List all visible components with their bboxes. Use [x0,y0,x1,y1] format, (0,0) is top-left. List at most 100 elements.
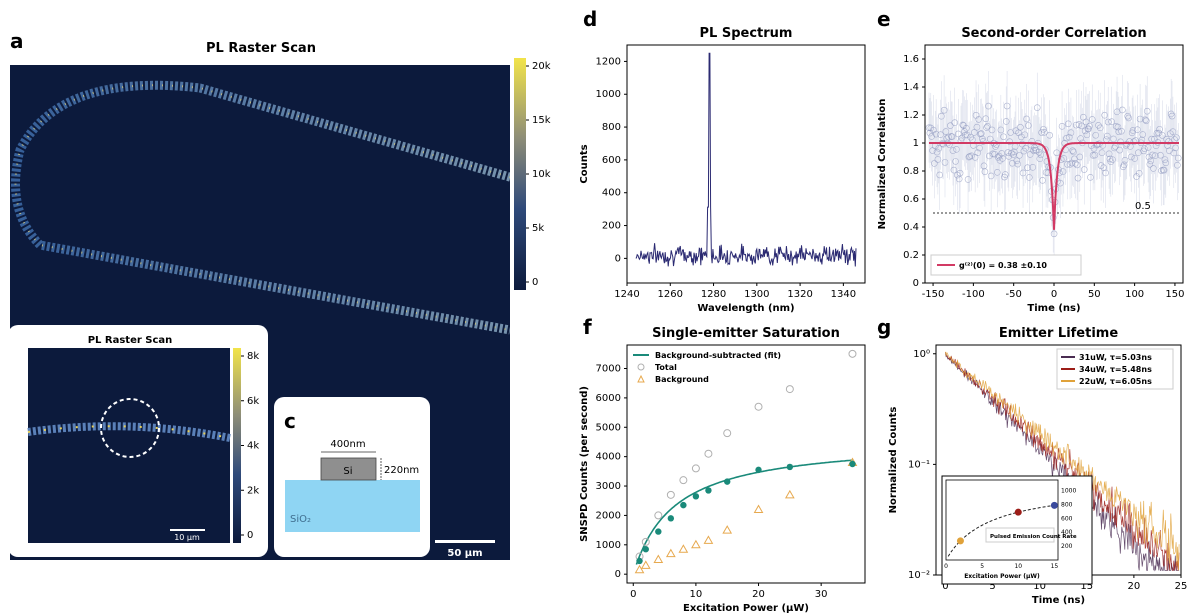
y-tick-label: 6000 [596,393,621,404]
inset-x-tick-label: 15 [1051,563,1059,570]
inset-b-hotspots [27,425,231,439]
x-tick-label: 1240 [614,289,639,300]
y-tick-label: 0.6 [903,194,919,205]
x-tick-label: 1340 [831,289,856,300]
data-point [1145,153,1153,161]
data-point [949,147,957,154]
data-point [935,145,943,152]
colorbar-tick-label: 8k [247,351,259,362]
data-point [1102,169,1109,177]
y-tick-label: 0.8 [903,166,919,177]
y-tick-label: 1.4 [903,82,919,93]
y-tick-label: 1.2 [903,110,919,121]
data-point [1136,115,1144,123]
data-point [1041,129,1048,136]
emitter-circle [100,398,160,458]
data-point [977,130,984,138]
x-tick-label: 20 [752,589,765,600]
x-tick-label: 1300 [744,289,769,300]
data-point [1115,128,1123,136]
inset-highlight-point [956,537,964,545]
data-point [1026,151,1034,158]
data-point [1116,146,1124,154]
silicon-waveguide [320,457,377,481]
data-point [1108,118,1116,125]
correlation-points [925,71,1182,269]
legend-box [930,254,1082,276]
x-tick-label: 10 [1033,581,1046,592]
chart-emitter-lifetime: 0 5 10 15 20 25 10⁰ 10⁻¹ 10⁻² Emitter Lifetime Tim… [888,326,1187,606]
inset-plot-frame [945,479,1059,561]
data-point [1098,149,1106,156]
height-label: 220nm [384,465,419,476]
x-tick-label: -50 [1006,289,1022,300]
x-tick-label: 0 [630,589,636,600]
data-point [1157,151,1164,159]
data-point [961,128,968,135]
data-point [1155,129,1163,137]
inset-x-tick-label: 0 [944,563,948,570]
data-point [940,106,948,114]
y-tick-label: 2000 [596,510,621,521]
scalebar-b-label: 10 µm [174,533,200,542]
data-point [974,149,982,156]
data-point [1088,116,1096,123]
data-point [970,129,978,136]
saturation-fit-curve [635,459,853,565]
data-point [987,172,995,180]
y-tick-label: 600 [602,155,621,166]
data-point [1002,118,1010,125]
data-point [1023,115,1030,123]
data-point [1059,168,1067,175]
data-point [1160,166,1168,174]
legend-swatch [637,374,645,383]
total-point [666,490,675,499]
plot-frame [626,344,866,584]
legend-swatch [637,363,645,371]
data-point [1173,134,1180,141]
total-point [848,349,857,358]
data-point [1104,118,1112,126]
data-point [1027,141,1035,149]
chart-title: Emitter Lifetime [999,326,1118,341]
data-point [1006,138,1014,145]
data-point [948,133,956,140]
lifetime-traces [945,351,1180,572]
data-point [1000,133,1007,141]
data-point [1125,114,1132,122]
scalebar-a [435,540,495,543]
subtracted-point [642,546,649,553]
colorbar-a-ticks: 20k 15k 10k 5k 0 [526,61,551,288]
x-tick-label: 0 [942,581,948,592]
y-tick-label: 1000 [596,89,621,100]
data-point [1025,122,1032,129]
data-point [1126,138,1133,145]
data-point [947,122,954,129]
data-point [1141,145,1148,152]
data-point [1134,126,1141,133]
data-point [1107,158,1115,165]
background-point [640,560,651,569]
data-point [1014,160,1022,168]
y-tick-label: 5000 [596,422,621,433]
data-point [1028,138,1036,145]
data-point [1025,174,1033,181]
x-tick-label: 1260 [658,289,683,300]
subtracted-point [849,460,856,468]
background-point [634,564,645,574]
subtracted-point [667,515,675,522]
spectrum-line [635,52,857,267]
data-point [1147,157,1155,165]
data-point [1036,155,1044,162]
panel-a-title: PL Raster Scan [206,41,316,56]
data-point [956,169,964,177]
data-point [1039,177,1046,184]
chart-title: PL Spectrum [700,26,793,41]
data-point [1017,123,1024,131]
data-point [1086,122,1093,130]
data-point [1150,165,1157,172]
data-point [1072,160,1079,167]
data-point [951,119,959,126]
background-point [653,554,664,563]
